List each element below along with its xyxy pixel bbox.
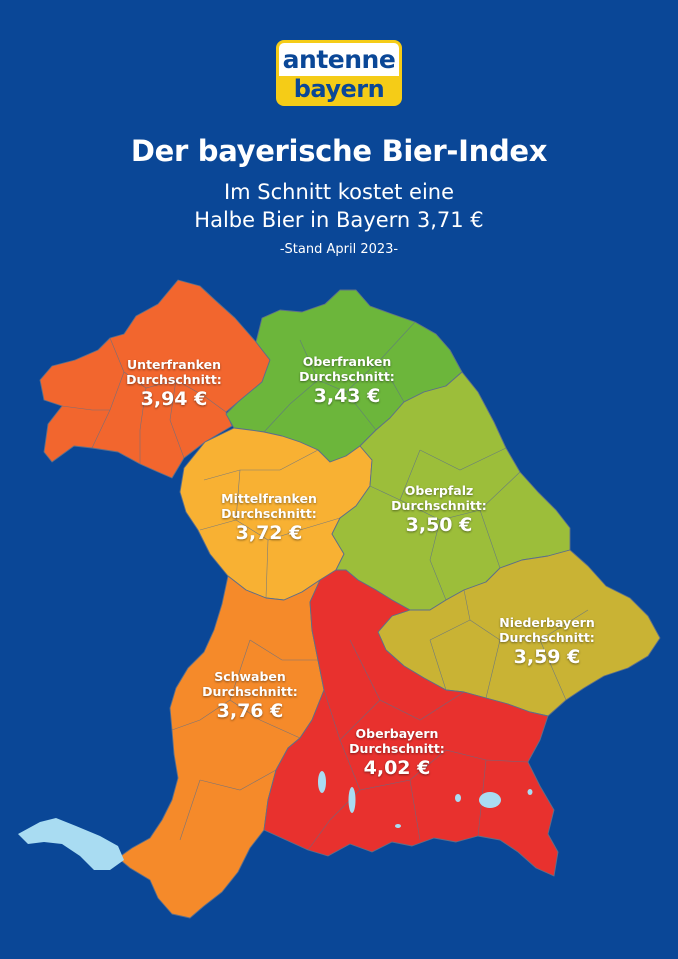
- region-avg-label: Durchschnitt:: [349, 741, 445, 756]
- label-oberbayern: Oberbayern Durchschnitt: 4,02 €: [322, 726, 472, 780]
- lakes: [18, 771, 533, 870]
- label-mittelfranken: Mittelfranken Durchschnitt: 3,72 €: [194, 491, 344, 545]
- region-price: 3,43 €: [313, 385, 381, 407]
- region-avg-label: Durchschnitt:: [126, 372, 222, 387]
- lake-starnberger-see: [348, 787, 356, 813]
- region-name: Unterfranken: [127, 357, 221, 372]
- region-avg-label: Durchschnitt:: [299, 369, 395, 384]
- lake-chiemsee: [479, 792, 501, 808]
- label-unterfranken: Unterfranken Durchschnitt: 3,94 €: [100, 357, 248, 411]
- date-note: -Stand April 2023-: [279, 242, 399, 257]
- lake-bodensee: [18, 818, 124, 870]
- region-price: 3,94 €: [140, 388, 208, 410]
- region-price: 4,02 €: [363, 757, 431, 779]
- region-avg-label: Durchschnitt:: [202, 684, 298, 699]
- label-niederbayern: Niederbayern Durchschnitt: 3,59 €: [472, 615, 622, 669]
- region-name: Oberpfalz: [404, 483, 474, 498]
- subtitle-line-2: Halbe Bier in Bayern 3,71 €: [194, 208, 484, 232]
- region-avg-label: Durchschnitt:: [221, 506, 317, 521]
- label-oberfranken: Oberfranken Durchschnitt: 3,43 €: [272, 354, 422, 408]
- antenne-bayern-logo: antenne bayern: [276, 40, 402, 106]
- logo-line-2: bayern: [276, 76, 402, 106]
- region-name: Niederbayern: [499, 615, 595, 630]
- region-price: 3,50 €: [405, 514, 473, 536]
- region-avg-label: Durchschnitt:: [391, 498, 487, 513]
- region-name: Oberbayern: [355, 726, 439, 741]
- lake-ammersee: [318, 771, 326, 793]
- label-schwaben: Schwaben Durchschnitt: 3,76 €: [175, 669, 325, 723]
- region-price: 3,72 €: [235, 522, 303, 544]
- label-oberpfalz: Oberpfalz Durchschnitt: 3,50 €: [364, 483, 514, 537]
- region-name: Oberfranken: [302, 354, 392, 369]
- region-name: Schwaben: [214, 669, 286, 684]
- region-avg-label: Durchschnitt:: [499, 630, 595, 645]
- subtitle-line-1: Im Schnitt kostet eine: [223, 180, 455, 204]
- lake-small-3: [395, 824, 401, 828]
- region-price: 3,76 €: [216, 700, 284, 722]
- region-name: Mittelfranken: [221, 491, 317, 506]
- lake-small-1: [455, 794, 461, 802]
- lake-small-2: [527, 789, 533, 795]
- page-title: Der bayerische Bier-Index: [130, 134, 548, 168]
- logo-line-1: antenne: [276, 40, 402, 76]
- region-price: 3,59 €: [513, 646, 581, 668]
